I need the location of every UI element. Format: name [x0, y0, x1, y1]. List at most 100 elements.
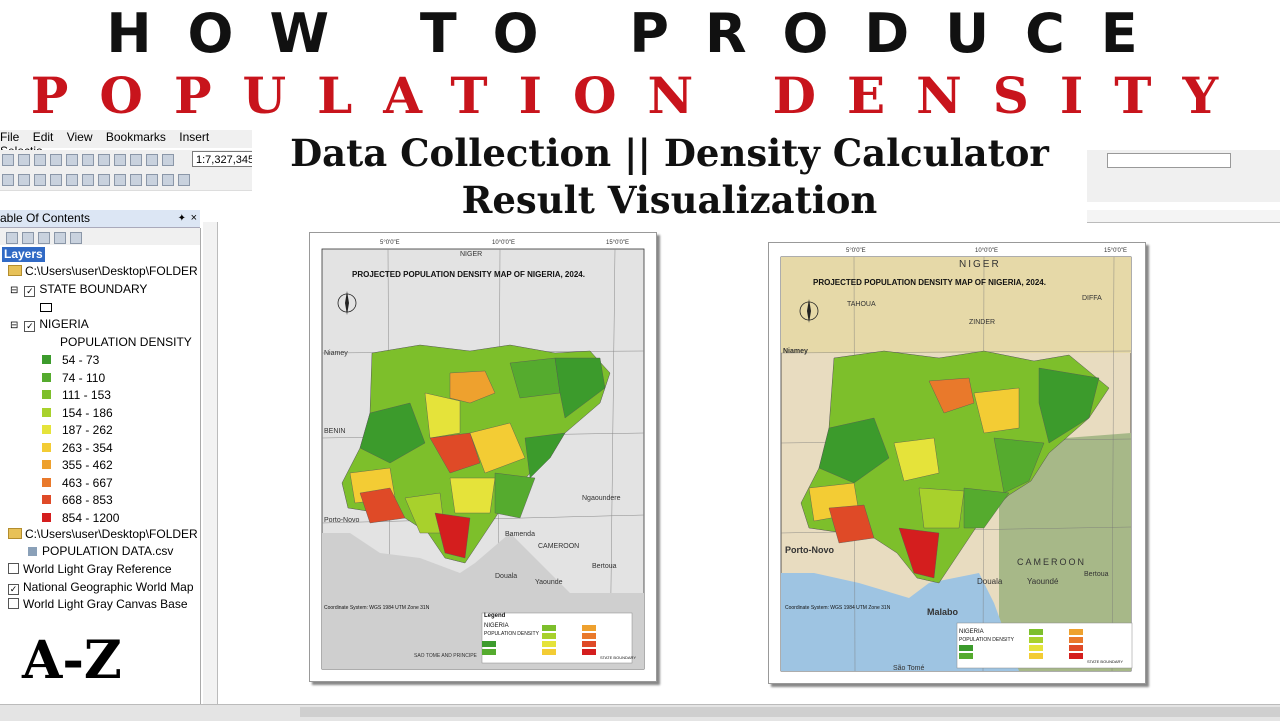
horizontal-scrollbar[interactable]	[300, 707, 1280, 717]
place-label: Bamenda	[505, 531, 535, 538]
map-scale-input[interactable]: 1:7,327,345	[192, 151, 254, 167]
vertical-ruler	[203, 222, 218, 704]
collapse-icon[interactable]: ⊟	[10, 320, 19, 331]
folder-path: C:\Users\user\Desktop\FOLDER	[25, 264, 198, 278]
list-by-source-icon[interactable]	[22, 232, 34, 244]
toc-basemap-layer[interactable]: World Light Gray Canvas Base	[8, 596, 188, 612]
toc-table-csv[interactable]: POPULATION DATA.csv	[28, 543, 173, 559]
redo-icon[interactable]	[146, 154, 158, 166]
place-label: SAO TOME AND PRINCIPE	[414, 653, 477, 659]
back-icon[interactable]	[98, 174, 110, 186]
folder-icon	[8, 265, 22, 276]
list-by-drawing-order-icon[interactable]	[6, 232, 18, 244]
menu-bookmarks[interactable]: Bookmarks	[105, 130, 166, 144]
pin-icon[interactable]: ✦	[177, 213, 186, 224]
tick-label: 5°0'0"E	[380, 240, 400, 246]
density-class-swatch[interactable]	[42, 512, 51, 522]
clear-selection-icon[interactable]	[146, 174, 158, 186]
open-icon[interactable]	[18, 154, 30, 166]
pan-icon[interactable]	[34, 174, 46, 186]
main-title: HOW TO PRODUCE	[106, 2, 1174, 65]
options-icon[interactable]	[70, 232, 82, 244]
tick-label: 10°0'0"E	[975, 248, 999, 254]
toc-title: able Of Contents	[0, 211, 91, 225]
legend-title: Legend	[484, 613, 506, 619]
place-label: NIGER	[959, 259, 1001, 270]
nigeria-states-right	[800, 350, 1110, 584]
list-by-visibility-icon[interactable]	[38, 232, 50, 244]
toc-layer-state-boundary[interactable]: ⊟ ✓ STATE BOUNDARY	[10, 281, 147, 299]
menu-insert[interactable]: Insert	[179, 130, 210, 144]
toc-layer-nigeria[interactable]: ⊟ ✓ NIGERIA	[10, 316, 89, 334]
map-layout-left[interactable]: PROJECTED POPULATION DENSITY MAP OF NIGE…	[309, 232, 657, 682]
fixed-zoom-in-icon[interactable]	[66, 174, 78, 186]
density-class-swatch[interactable]	[42, 355, 51, 364]
toc-folder-1[interactable]: C:\Users\user\Desktop\FOLDER	[8, 263, 198, 279]
full-extent-icon[interactable]	[50, 174, 62, 186]
collapse-icon[interactable]: ⊟	[10, 285, 19, 296]
layer-checkbox[interactable]: ✓	[24, 286, 36, 297]
density-class-swatch[interactable]	[42, 407, 51, 417]
corner-label: A-Z	[22, 630, 122, 691]
forward-icon[interactable]	[114, 174, 126, 186]
legend-nigeria: NIGERIA	[484, 623, 509, 629]
place-label: ZINDER	[969, 319, 996, 326]
layer-name: National Geographic World Map	[23, 579, 194, 594]
menu-edit[interactable]: Edit	[32, 130, 54, 144]
menu-view[interactable]: View	[66, 130, 93, 144]
layer-name: STATE BOUNDARY	[39, 282, 148, 296]
density-class-swatch[interactable]	[42, 477, 51, 487]
select-features-icon[interactable]	[130, 174, 142, 186]
menu-file[interactable]: File	[0, 130, 20, 144]
cut-icon[interactable]	[66, 154, 78, 166]
toc-folder-2[interactable]: C:\Users\user\Desktop\FOLDER	[8, 526, 198, 542]
place-label: Porto-Novo	[785, 545, 834, 555]
layers-dataframe[interactable]: Layers	[2, 247, 45, 262]
paste-icon[interactable]	[98, 154, 110, 166]
density-class-swatch[interactable]	[42, 460, 51, 469]
place-label: Niamey	[324, 350, 348, 357]
select-elements-icon[interactable]	[162, 174, 174, 186]
place-label: Bertoua	[1084, 571, 1109, 578]
layer-checkbox[interactable]: ✓	[24, 321, 36, 332]
layer-checkbox[interactable]	[8, 563, 19, 574]
subtitle-line2: Result Visualization	[252, 178, 1087, 222]
density-class-label: 54 - 73	[62, 353, 100, 367]
legend-boundary: STATE BOUNDARY	[1087, 659, 1124, 664]
layer-checkbox[interactable]	[8, 598, 19, 609]
horizontal-ruler	[1087, 210, 1280, 223]
layer-checkbox[interactable]: ✓	[8, 583, 19, 595]
zoom-out-icon[interactable]	[18, 174, 30, 186]
density-class-label: 154 - 186	[62, 405, 113, 420]
delete-icon[interactable]	[114, 154, 126, 166]
density-field-label: POPULATION DENSITY	[60, 335, 192, 349]
density-class-swatch[interactable]	[42, 390, 51, 399]
map-layout-right[interactable]: PROJECTED POPULATION DENSITY MAP OF NIGE…	[768, 242, 1146, 684]
list-by-selection-icon[interactable]	[54, 232, 66, 244]
add-data-icon[interactable]	[162, 154, 174, 166]
new-icon[interactable]	[2, 154, 14, 166]
folder-path: C:\Users\user\Desktop\FOLDER	[25, 527, 198, 541]
tools-toolbar	[0, 170, 253, 191]
zoom-in-icon[interactable]	[2, 174, 14, 186]
close-icon[interactable]: ×	[190, 212, 197, 224]
toc-basemap-layer[interactable]: World Light Gray Reference	[8, 561, 172, 577]
undo-icon[interactable]	[130, 154, 142, 166]
place-label: São Tomé	[893, 665, 925, 672]
place-label: Douala	[977, 577, 1003, 586]
fixed-zoom-out-icon[interactable]	[82, 174, 94, 186]
density-class-label: 854 - 1200	[62, 510, 120, 525]
layer-dropdown[interactable]	[1107, 153, 1231, 168]
north-arrow-icon	[345, 291, 349, 315]
density-class-swatch[interactable]	[42, 442, 51, 452]
save-icon[interactable]	[34, 154, 46, 166]
print-icon[interactable]	[50, 154, 62, 166]
identify-icon[interactable]	[178, 174, 190, 186]
density-class-swatch[interactable]	[42, 372, 51, 382]
toc-basemap-layer[interactable]: ✓ National Geographic World Map	[8, 579, 194, 595]
density-class-swatch[interactable]	[42, 425, 51, 434]
density-class-swatch[interactable]	[42, 495, 51, 504]
place-label: NIGER	[460, 251, 483, 258]
tick-label: 15°0'0"E	[606, 240, 630, 246]
copy-icon[interactable]	[82, 154, 94, 166]
